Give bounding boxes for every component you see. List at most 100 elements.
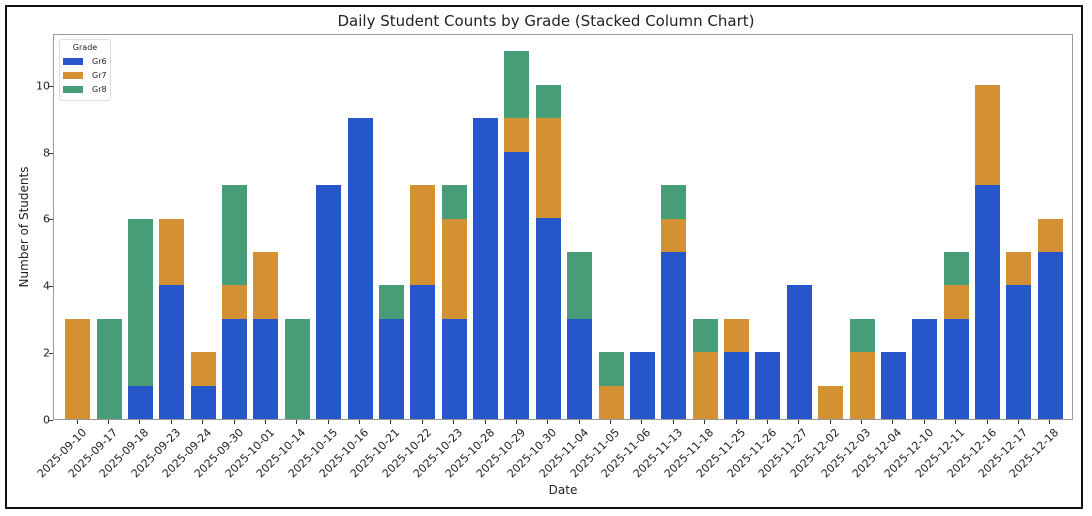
bar-2025-12-18 bbox=[1037, 218, 1063, 419]
bar-segment-gr7 bbox=[661, 218, 687, 252]
x-tick-mark bbox=[610, 420, 612, 424]
bar-2025-11-04 bbox=[567, 251, 593, 419]
bar-2025-11-18 bbox=[692, 318, 718, 419]
x-tick-mark bbox=[892, 420, 894, 424]
bar-segment-gr6 bbox=[127, 385, 153, 419]
x-tick-mark bbox=[202, 420, 204, 424]
bar-segment-gr7 bbox=[849, 352, 875, 419]
y-tick-label: 10 bbox=[36, 79, 50, 93]
bar-2025-11-05 bbox=[598, 352, 624, 419]
x-tick-mark bbox=[453, 420, 455, 424]
x-tick-mark bbox=[735, 420, 737, 424]
bar-segment-gr6 bbox=[912, 318, 938, 419]
legend-label: Gr6 bbox=[92, 56, 107, 66]
bar-segment-gr6 bbox=[253, 318, 279, 419]
bar-segment-gr7 bbox=[159, 218, 185, 286]
bar-2025-09-10 bbox=[65, 318, 91, 419]
bar-segment-gr6 bbox=[724, 352, 750, 419]
bar-segment-gr8 bbox=[284, 318, 310, 419]
x-tick-mark bbox=[296, 420, 298, 424]
bar-2025-10-01 bbox=[253, 251, 279, 419]
bar-segment-gr8 bbox=[535, 84, 561, 119]
legend-item-gr7: Gr7 bbox=[63, 69, 107, 81]
bar-segment-gr7 bbox=[818, 385, 844, 419]
y-tick-mark bbox=[49, 353, 53, 355]
bar-segment-gr6 bbox=[347, 118, 373, 419]
bar-segment-gr6 bbox=[629, 352, 655, 419]
bar-segment-gr6 bbox=[1037, 251, 1063, 419]
x-tick-mark bbox=[578, 420, 580, 424]
x-tick-mark bbox=[264, 420, 266, 424]
bar-segment-gr8 bbox=[849, 318, 875, 353]
legend-swatch-gr8 bbox=[63, 85, 83, 93]
bar-2025-11-06 bbox=[629, 352, 655, 419]
legend-swatch-gr6 bbox=[63, 57, 83, 65]
x-tick-mark bbox=[390, 420, 392, 424]
bar-2025-09-18 bbox=[127, 218, 153, 419]
bar-segment-gr6 bbox=[755, 352, 781, 419]
bar-segment-gr6 bbox=[535, 218, 561, 419]
x-axis-label: Date bbox=[548, 483, 578, 497]
bar-segment-gr7 bbox=[943, 285, 969, 319]
bar-segment-gr6 bbox=[441, 318, 467, 419]
legend: Grade Gr6 Gr7 Gr8 bbox=[59, 39, 111, 101]
bar-segment-gr7 bbox=[692, 352, 718, 419]
x-tick-mark bbox=[829, 420, 831, 424]
bar-2025-12-04 bbox=[880, 352, 906, 419]
x-tick-mark bbox=[421, 420, 423, 424]
x-tick-mark bbox=[1049, 420, 1051, 424]
x-tick-mark bbox=[861, 420, 863, 424]
bar-segment-gr6 bbox=[567, 318, 593, 419]
y-axis-label: Number of Students bbox=[17, 166, 31, 288]
bar-segment-gr6 bbox=[159, 285, 185, 419]
bar-segment-gr8 bbox=[504, 51, 530, 119]
bar-segment-gr8 bbox=[441, 185, 467, 219]
bar-2025-11-27 bbox=[786, 285, 812, 419]
bar-segment-gr6 bbox=[473, 118, 499, 419]
bar-segment-gr6 bbox=[880, 352, 906, 419]
y-tick-label: 6 bbox=[43, 212, 50, 226]
legend-label: Gr7 bbox=[92, 70, 107, 80]
bar-2025-11-26 bbox=[755, 352, 781, 419]
x-tick-mark bbox=[484, 420, 486, 424]
bar-segment-gr6 bbox=[975, 185, 1001, 419]
bar-2025-10-30 bbox=[535, 84, 561, 419]
bar-segment-gr8 bbox=[692, 318, 718, 353]
legend-item-gr6: Gr6 bbox=[63, 55, 107, 67]
bar-segment-gr7 bbox=[598, 385, 624, 419]
bar-segment-gr7 bbox=[222, 285, 248, 319]
bar-2025-12-02 bbox=[818, 385, 844, 419]
bar-segment-gr7 bbox=[1006, 251, 1032, 286]
plot-area bbox=[53, 34, 1073, 420]
x-tick-mark bbox=[923, 420, 925, 424]
bar-segment-gr6 bbox=[786, 285, 812, 419]
x-tick-mark bbox=[108, 420, 110, 424]
x-tick-mark bbox=[233, 420, 235, 424]
y-tick-label: 2 bbox=[43, 346, 50, 360]
x-tick-mark bbox=[359, 420, 361, 424]
bar-segment-gr8 bbox=[378, 285, 404, 319]
bar-segment-gr6 bbox=[661, 251, 687, 419]
bar-segment-gr8 bbox=[567, 251, 593, 319]
bar-2025-09-30 bbox=[222, 185, 248, 419]
bar-2025-11-13 bbox=[661, 185, 687, 419]
bar-segment-gr7 bbox=[410, 185, 436, 286]
y-tick-mark bbox=[49, 219, 53, 221]
bar-segment-gr7 bbox=[65, 318, 91, 419]
x-tick-mark bbox=[170, 420, 172, 424]
bar-segment-gr6 bbox=[410, 285, 436, 419]
y-tick-mark bbox=[49, 85, 53, 87]
y-tick-label: 4 bbox=[43, 279, 50, 293]
bar-2025-12-11 bbox=[943, 251, 969, 419]
x-tick-mark bbox=[986, 420, 988, 424]
bar-2025-10-16 bbox=[347, 118, 373, 419]
bar-2025-12-03 bbox=[849, 318, 875, 419]
y-tick-mark bbox=[49, 152, 53, 154]
bar-segment-gr6 bbox=[1006, 285, 1032, 419]
bar-2025-10-28 bbox=[473, 118, 499, 419]
bar-segment-gr7 bbox=[190, 352, 216, 386]
x-tick-mark bbox=[327, 420, 329, 424]
bar-segment-gr8 bbox=[661, 185, 687, 219]
bar-2025-09-24 bbox=[190, 352, 216, 419]
bar-2025-10-14 bbox=[284, 318, 310, 419]
